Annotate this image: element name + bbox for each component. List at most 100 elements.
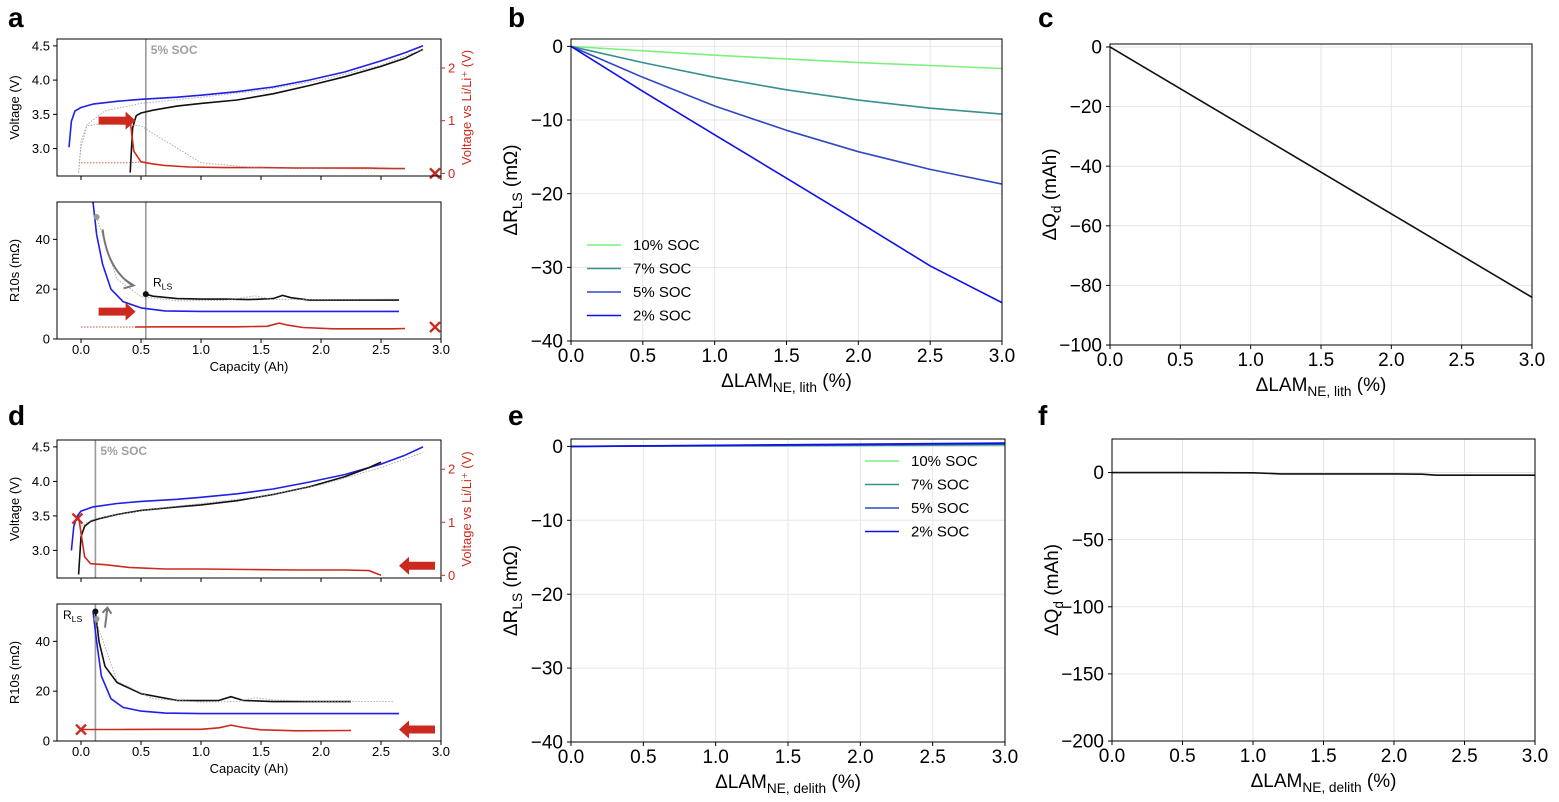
series-group bbox=[571, 442, 1005, 448]
x-tick-label: 2.5 bbox=[917, 346, 943, 367]
rls-annotation: RLS bbox=[63, 608, 82, 624]
series-line-anode-black bbox=[129, 120, 405, 170]
series-line-r-blue bbox=[92, 611, 399, 715]
x-tick-label: 0.5 bbox=[1167, 350, 1193, 371]
y-right-tick-label: 1 bbox=[448, 515, 455, 530]
x-tick-label: 2.0 bbox=[312, 744, 330, 759]
point-marker bbox=[142, 291, 149, 298]
x-axis-label: Capacity (Ah) bbox=[210, 761, 289, 776]
series-group bbox=[70, 446, 424, 577]
y-right-tick-label: 0 bbox=[448, 568, 455, 583]
trend-arrow-head bbox=[123, 278, 136, 290]
x-tick-label: 1.5 bbox=[252, 342, 270, 357]
y-axis-label: ΔQd (mAh) bbox=[1042, 544, 1066, 636]
series-line-r-dotted bbox=[94, 618, 393, 703]
chart-e: 0.0 0.5 1.0 1.5 2.0 2.5 3.0 0 −10 −20 −30 −40 ΔLAMNE… bbox=[501, 437, 1018, 796]
x-tick-label: 0.5 bbox=[132, 342, 150, 357]
y-tick-label: −10 bbox=[531, 111, 563, 132]
y-axis-label: R10s (mΩ) bbox=[7, 641, 22, 704]
direction-arrow-left bbox=[399, 720, 435, 739]
x-marker bbox=[71, 512, 84, 525]
plot-frame bbox=[56, 38, 442, 177]
chart-a-bottom: RLS 0.0 0.5 1.0 1.5 2.0 2.5 3.0 0 20 40 Capacity (A… bbox=[7, 201, 450, 374]
series-line-full-cell-black bbox=[77, 461, 382, 575]
legend-label: 7% SOC bbox=[633, 261, 692, 278]
series-group bbox=[1110, 46, 1532, 298]
y-tick-label: 0 bbox=[1093, 463, 1104, 484]
y-right-tick-label: 1 bbox=[448, 113, 455, 128]
x-axis-label: Capacity (Ah) bbox=[210, 359, 289, 374]
series-line-full-cell-blue bbox=[68, 45, 424, 148]
series-line-r-black bbox=[94, 611, 351, 703]
series-group bbox=[81, 611, 399, 732]
x-axis-label: ΔLAMNE, lith (%) bbox=[1256, 375, 1387, 399]
series-line-r-blue bbox=[92, 202, 399, 313]
x-axis-label: ΔLAMNE, delith (%) bbox=[1251, 771, 1397, 795]
x-tick-label: 1.5 bbox=[1308, 350, 1334, 371]
x-tick-label: 0.5 bbox=[630, 747, 656, 768]
y-tick-label: 3.0 bbox=[32, 543, 50, 558]
series-group bbox=[1112, 471, 1535, 477]
series-group bbox=[68, 45, 424, 173]
x-tick-label: 3.0 bbox=[989, 346, 1015, 367]
y-tick-label: 40 bbox=[36, 634, 50, 649]
y-tick-label: 4.5 bbox=[32, 38, 50, 53]
x-tick-label: 2.5 bbox=[1448, 350, 1474, 371]
x-tick-label: 0.5 bbox=[630, 346, 656, 367]
chart-d-bottom: RLS 0.0 0.5 1.0 1.5 2.0 2.5 3.0 0 20 40 Capacity (A… bbox=[7, 603, 450, 776]
y-right-axis-label: Voltage vs Li/Li⁺ (V) bbox=[459, 50, 474, 165]
y-right-tick-label: 2 bbox=[448, 61, 455, 76]
series-line-r-dotted bbox=[96, 216, 400, 302]
series-line-7-soc bbox=[571, 45, 1002, 115]
chart-a-top: 5% SOC 3.0 3.5 4.0 4.5 0 1 2 Voltage vs Li/Li⁺ (… bbox=[7, 38, 474, 181]
x-axis-label: ΔLAMNE, delith (%) bbox=[715, 772, 861, 796]
x-tick-label: 1.5 bbox=[775, 747, 801, 768]
legend-label: 10% SOC bbox=[633, 237, 700, 254]
trend-arrow bbox=[104, 607, 109, 628]
y-tick-label: −60 bbox=[1070, 216, 1102, 237]
x-tick-label: 2.0 bbox=[1381, 746, 1407, 767]
y-tick-label: −10 bbox=[531, 511, 563, 532]
x-marker bbox=[429, 167, 441, 180]
x-tick-label: 0.0 bbox=[72, 342, 90, 357]
y-tick-label: 3.0 bbox=[32, 141, 50, 156]
y-axis-label: ΔRLS (mΩ) bbox=[501, 545, 525, 636]
x-tick-label: 1.0 bbox=[1237, 350, 1263, 371]
y-axis-label: Voltage (V) bbox=[7, 75, 22, 139]
series-group bbox=[81, 202, 406, 330]
y-tick-label: −40 bbox=[531, 733, 563, 754]
x-tick-label: 1.0 bbox=[192, 342, 210, 357]
point-marker bbox=[93, 615, 100, 622]
x-tick-label: 1.5 bbox=[773, 346, 799, 367]
y-right-axis-label: Voltage vs Li/Li⁺ (V) bbox=[459, 451, 474, 566]
y-right-tick-label: 2 bbox=[448, 462, 455, 477]
y-axis-label: ΔQd (mAh) bbox=[1040, 148, 1064, 240]
y-tick-label: −40 bbox=[531, 332, 563, 353]
y-tick-label: −30 bbox=[531, 258, 563, 279]
y-tick-label: 3.5 bbox=[32, 508, 50, 523]
series-line-r-red bbox=[81, 724, 352, 732]
x-tick-label: 2.5 bbox=[919, 747, 945, 768]
series-line-dotted-full bbox=[78, 48, 424, 173]
series-group bbox=[571, 45, 1002, 304]
direction-arrow-left bbox=[399, 556, 435, 575]
legend-label: 5% SOC bbox=[633, 284, 692, 301]
point-marker bbox=[93, 213, 100, 220]
y-right-tick-label: 0 bbox=[448, 166, 455, 181]
trend-arrow-head bbox=[101, 606, 113, 615]
series-line-2-soc bbox=[571, 45, 1002, 304]
chart-b: 0.0 0.5 1.0 1.5 2.0 2.5 3.0 0 −10 −20 −30 −40 ΔLAMNE… bbox=[501, 37, 1015, 395]
series-line-dotted-full bbox=[80, 451, 424, 527]
soc-vline-label: 5% SOC bbox=[151, 43, 198, 57]
x-tick-label: 3.0 bbox=[432, 744, 450, 759]
series-line-full-cell-black bbox=[129, 48, 424, 173]
series-line-anode-black bbox=[77, 516, 382, 577]
x-tick-label: 2.5 bbox=[372, 342, 390, 357]
x-tick-label: 1.0 bbox=[1240, 746, 1266, 767]
x-tick-label: 1.0 bbox=[702, 747, 728, 768]
y-tick-label: 3.5 bbox=[32, 107, 50, 122]
series-line-5-soc bbox=[571, 45, 1002, 185]
x-tick-label: 1.5 bbox=[252, 744, 270, 759]
y-tick-label: −20 bbox=[531, 585, 563, 606]
